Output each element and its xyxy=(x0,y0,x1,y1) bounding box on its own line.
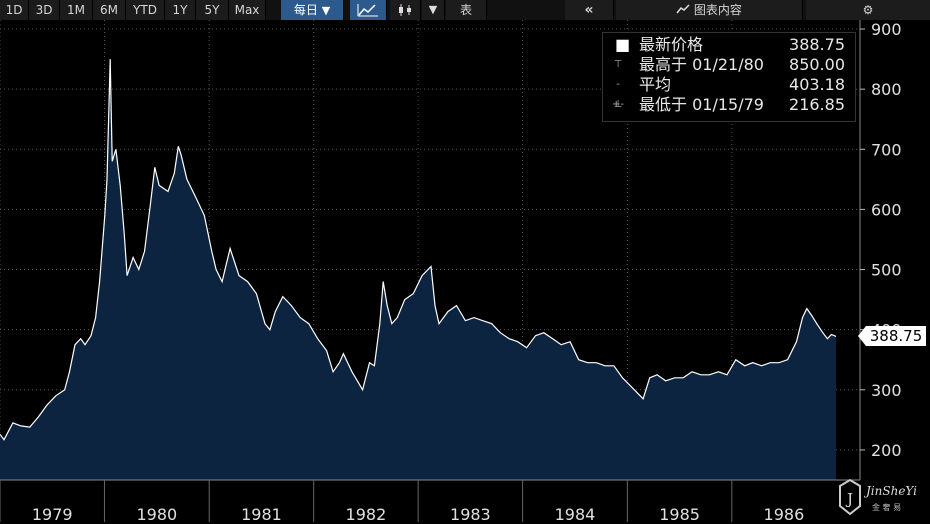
high-marker-icon: ⊤ xyxy=(613,59,623,70)
table-button[interactable]: 表 xyxy=(446,0,487,20)
legend-label: 最低于 01/15/79 xyxy=(639,95,764,114)
chart-content-button[interactable]: 图表内容 xyxy=(616,0,803,20)
last-price-tag: 388.75 xyxy=(866,326,926,347)
range-button-6m[interactable]: 6M xyxy=(93,0,126,20)
legend-label: 最高于 01/21/80 xyxy=(639,55,764,74)
legend-value: 388.75 xyxy=(789,35,845,54)
average-marker-icon: -+- xyxy=(612,79,624,110)
price-line xyxy=(0,59,837,441)
x-tick-label: 1981 xyxy=(241,505,282,522)
x-tick-label: 1986 xyxy=(764,505,805,522)
frequency-label: 每日 xyxy=(293,3,318,17)
y-tick-label: 500 xyxy=(871,261,902,280)
collapse-button[interactable]: « xyxy=(565,0,614,20)
chart-content-label: 图表内容 xyxy=(693,3,742,17)
x-tick-label: 1985 xyxy=(659,505,700,522)
y-tick-label: 900 xyxy=(871,20,902,39)
range-button-max[interactable]: Max xyxy=(229,0,266,20)
svg-text:J: J xyxy=(845,490,853,508)
range-button-3d[interactable]: 3D xyxy=(29,0,60,20)
x-axis: 1979 1980 1981 1982 1983 1984 1985 1986 xyxy=(0,479,860,522)
x-tick-label: 1984 xyxy=(555,505,596,522)
double-chevron-left-icon: « xyxy=(584,2,594,18)
chevron-down-icon: ▼ xyxy=(321,4,331,17)
legend-box: ■ 最新价格 388.75 ⊤ 最高于 01/21/80 850.00 -+- … xyxy=(602,32,856,122)
legend-label: 最新价格 xyxy=(639,35,704,54)
square-icon: ■ xyxy=(615,35,631,54)
legend-row-last: ■ 最新价格 388.75 xyxy=(603,35,855,55)
range-button-ytd[interactable]: YTD xyxy=(126,0,165,20)
chevron-down-icon[interactable]: ▼ xyxy=(422,0,445,20)
y-tick-label: 700 xyxy=(871,140,902,159)
line-chart-icon[interactable] xyxy=(350,0,387,20)
y-tick-label: 600 xyxy=(871,200,902,219)
settings-button[interactable]: ⚙ xyxy=(806,0,930,20)
y-tick-label: 300 xyxy=(871,381,902,400)
legend-row-low: ⊥ 最低于 01/15/79 216.85 xyxy=(603,95,855,115)
y-tick-label: 800 xyxy=(871,80,902,99)
gear-icon: ⚙ xyxy=(862,3,874,17)
range-button-5y[interactable]: 5Y xyxy=(196,0,229,20)
legend-label: 平均 xyxy=(639,75,672,94)
range-button-1d[interactable]: 1D xyxy=(0,0,29,20)
x-tick-label: 1983 xyxy=(450,505,491,522)
watermark-logo: J JinSheYi 金 奢 易 xyxy=(836,476,928,520)
legend-row-avg: -+- 平均 403.18 xyxy=(603,75,855,110)
legend-value: 216.85 xyxy=(789,95,845,114)
frequency-dropdown[interactable]: 每日 ▼ xyxy=(281,0,344,20)
x-tick-label: 1980 xyxy=(136,505,177,522)
x-tick-label: 1979 xyxy=(32,505,73,522)
price-tag-arrow xyxy=(858,326,866,347)
toolbar: 1D 3D 1M 6M YTD 1Y 5Y Max 每日 ▼ ▼ 表 « 图表内容 ⚙ xyxy=(0,0,930,20)
low-marker-icon: ⊥ xyxy=(613,99,623,110)
range-button-1m[interactable]: 1M xyxy=(60,0,93,20)
range-button-1y[interactable]: 1Y xyxy=(165,0,196,20)
chart-content-icon xyxy=(676,3,694,17)
watermark-text: JinSheYi xyxy=(866,484,917,498)
legend-value: 403.18 xyxy=(789,75,845,94)
y-tick-label: 200 xyxy=(871,441,902,460)
y-axis: 200300400500600700800900 xyxy=(859,20,902,480)
price-area xyxy=(0,59,836,480)
legend-row-high: ⊤ 最高于 01/21/80 850.00 xyxy=(603,55,855,75)
candlestick-icon[interactable] xyxy=(390,0,421,20)
watermark-subtext: 金 奢 易 xyxy=(872,503,902,512)
x-tick-label: 1982 xyxy=(346,505,387,522)
legend-value: 850.00 xyxy=(789,55,845,74)
